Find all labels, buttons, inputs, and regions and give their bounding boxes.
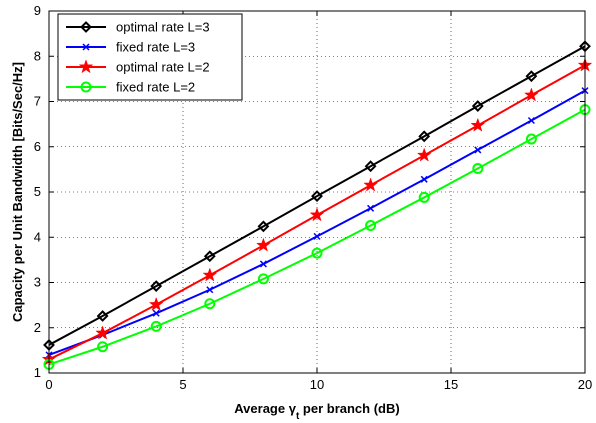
data-point	[204, 298, 216, 310]
data-point	[525, 70, 538, 83]
series-line	[48, 45, 586, 346]
data-point	[525, 133, 537, 145]
x-marker-stroke	[527, 116, 535, 125]
data-point	[202, 267, 218, 282]
x-marker-stroke	[367, 204, 375, 212]
data-point	[420, 175, 428, 183]
y-tick-label: 8	[34, 48, 41, 63]
data-point	[309, 207, 325, 222]
y-tick-label: 2	[34, 320, 41, 335]
data-point	[472, 162, 484, 174]
y-axis-label: Capacity per Unit Bandwidth [Bits/Sec/Hz…	[10, 62, 25, 322]
axis-ticks: 0 5 10 15 20 1 2 3 4 5 6 7 8 9	[34, 3, 592, 392]
legend-marker	[80, 81, 92, 93]
data-point	[150, 280, 163, 293]
data-point	[257, 220, 270, 233]
x-axis-label: Average γt per branch (dB)	[234, 401, 399, 422]
legend-entry: optimal rate L=2	[66, 59, 210, 75]
y-tick-label: 3	[34, 275, 41, 290]
legend-label: optimal rate L=3	[116, 20, 210, 35]
y-tick-label: 6	[34, 139, 41, 154]
y-tick-label: 4	[34, 229, 41, 244]
data-point	[257, 273, 269, 285]
legend-marker	[78, 59, 94, 74]
data-point	[259, 260, 267, 268]
x-marker-stroke	[82, 43, 90, 51]
legend-marker	[80, 21, 92, 33]
data-point	[527, 116, 535, 125]
legend-entry: optimal rate L=3	[66, 20, 210, 35]
data-point	[364, 160, 377, 173]
series-line	[48, 108, 586, 366]
data-point	[524, 87, 539, 102]
x-marker-stroke	[474, 146, 482, 154]
legend-marker	[82, 43, 90, 51]
data-point	[367, 204, 375, 212]
data-point	[152, 309, 160, 317]
data-point	[418, 191, 430, 203]
x-tick-label: 5	[179, 377, 186, 392]
data-point	[363, 177, 378, 192]
data-point	[206, 286, 214, 294]
x-tick-label: 0	[45, 377, 52, 392]
data-point	[313, 232, 321, 240]
data-point	[365, 219, 377, 231]
legend: optimal rate L=3 fixed rate L=3 optimal ra…	[57, 13, 243, 101]
y-tick-label: 7	[34, 94, 41, 109]
data-point	[311, 247, 323, 259]
x-tick-label: 20	[578, 377, 592, 392]
legend-entry: fixed rate L=2	[66, 80, 195, 95]
x-tick-label: 10	[310, 377, 324, 392]
x-marker-stroke	[206, 286, 214, 294]
legend-label: optimal rate L=2	[116, 60, 210, 75]
data-point	[203, 250, 216, 263]
data-point	[311, 190, 323, 202]
x-marker-stroke	[259, 260, 267, 268]
data-point	[416, 147, 432, 162]
y-tick-label: 1	[34, 365, 41, 380]
x-marker-stroke	[420, 175, 428, 183]
y-tick-label: 9	[34, 3, 41, 18]
x-tick-label: 15	[444, 377, 458, 392]
legend-label: fixed rate L=2	[116, 80, 195, 95]
x-marker-stroke	[152, 309, 160, 317]
legend-label: fixed rate L=3	[116, 40, 195, 55]
data-point	[150, 320, 162, 332]
data-point	[418, 130, 431, 143]
data-point	[97, 341, 109, 353]
data-point	[95, 325, 110, 340]
data-point	[96, 310, 109, 322]
data-point	[471, 100, 484, 112]
data-point	[474, 146, 482, 154]
data-point	[256, 237, 271, 252]
x-marker-stroke	[313, 232, 321, 240]
y-tick-label: 5	[34, 184, 41, 199]
data-point	[470, 117, 486, 132]
data-point	[148, 296, 164, 311]
legend-entry: fixed rate L=3	[66, 40, 195, 55]
series-0	[43, 40, 591, 351]
